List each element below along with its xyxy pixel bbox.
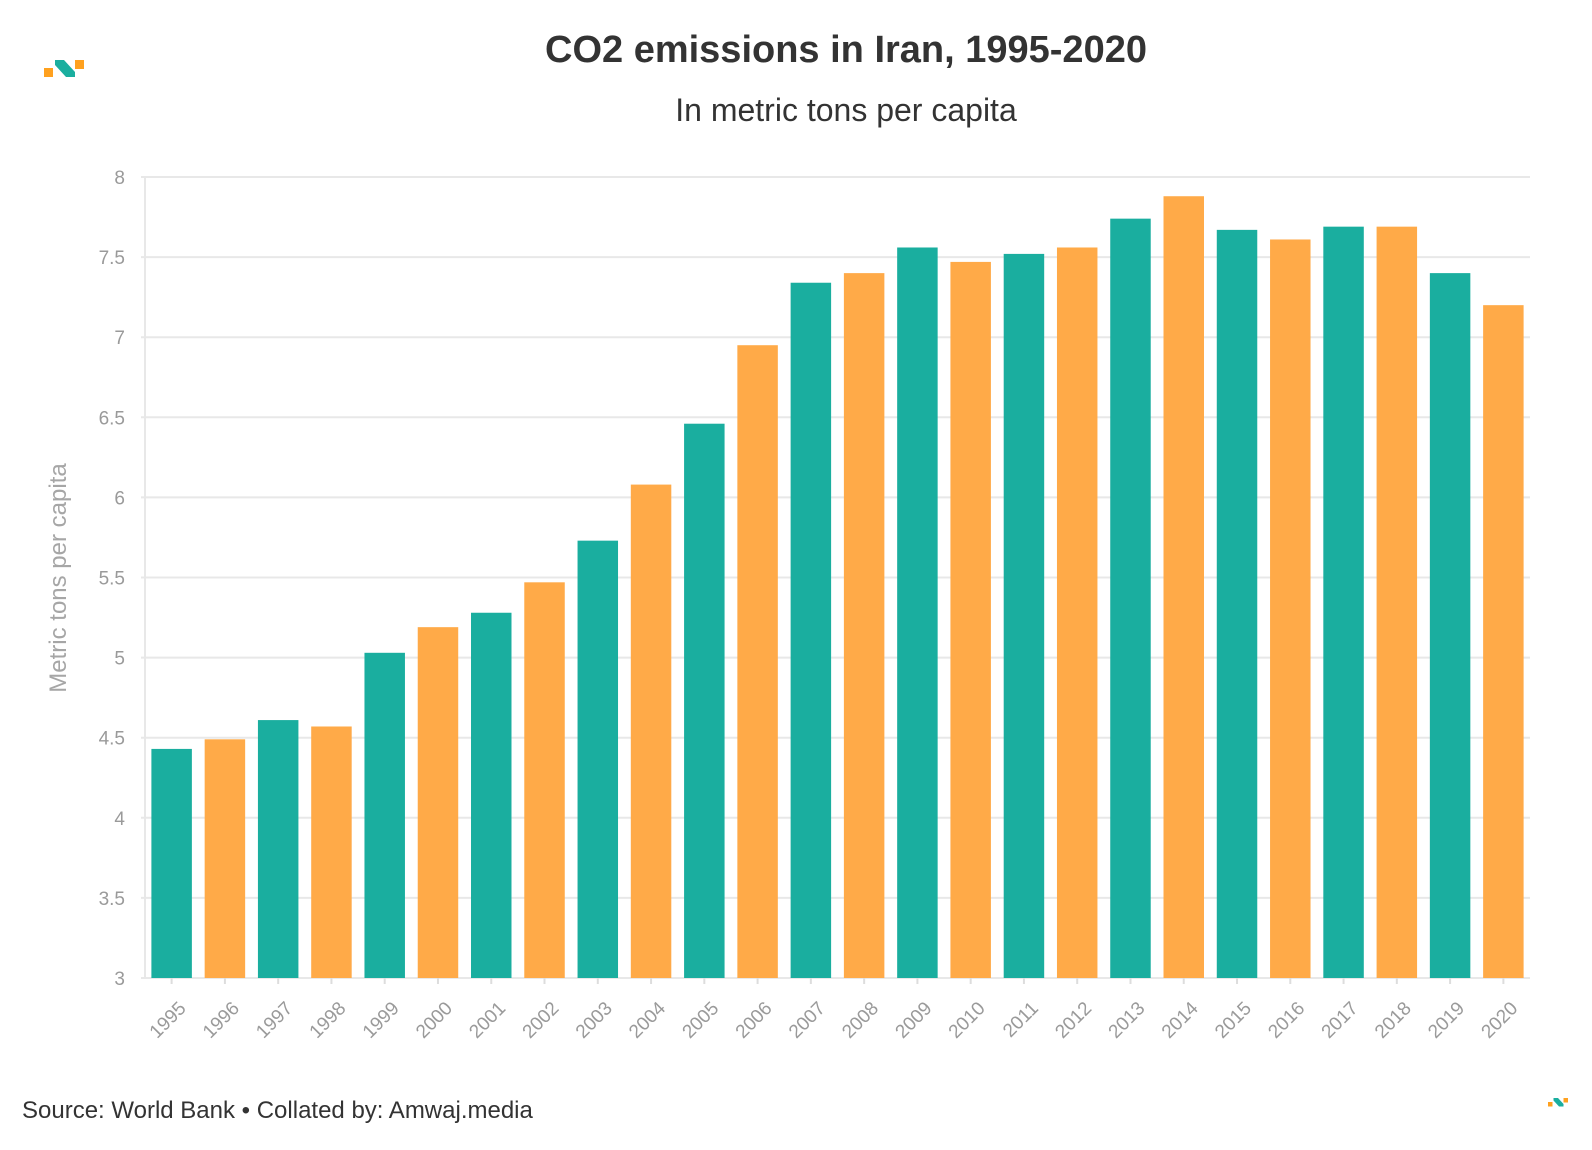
y-tick-label: 5 [114,649,125,670]
logo-small-slash-teal [1553,1098,1564,1107]
chart-subtitle: In metric tons per capita [675,92,1017,128]
x-tick-label: 2003 [572,998,617,1043]
y-axis-ticks: 3 3.5 4 4.5 5 5.5 6 6.5 7 7.5 8 [99,168,126,990]
bar-2007 [790,282,832,978]
y-tick-label: 8 [114,168,125,189]
logo-small-square-orange [1548,1102,1553,1107]
x-tick-label: 2001 [465,998,510,1043]
logo-small-square-orange-right [1563,1098,1568,1103]
y-tick-label: 7 [114,328,125,349]
x-tick-label: 1997 [252,998,297,1043]
x-tick-label: 2013 [1105,998,1150,1043]
bar-2014 [1163,196,1204,978]
x-tick-label: 2008 [838,998,883,1043]
bar-2000 [417,627,459,978]
x-tick-label: 2020 [1478,998,1523,1043]
bar-2018 [1376,226,1418,979]
x-tick-label: 2004 [625,998,670,1043]
bar-2020 [1483,305,1524,978]
x-tick-label: 2011 [999,998,1043,1042]
bars [151,196,1524,979]
bar-2015 [1216,229,1258,979]
bar-2001 [471,612,512,978]
x-tick-label: 2016 [1264,998,1309,1043]
bar-2017 [1323,226,1364,979]
y-tick-label: 7.5 [99,248,125,269]
x-tick-label: 1998 [306,998,351,1043]
y-tick-label: 4 [114,809,125,830]
x-tick-label: 2006 [732,998,777,1043]
x-tick-label: 2005 [679,998,724,1043]
x-tick-label: 2009 [892,998,937,1043]
bar-2004 [630,484,672,978]
logo-square-orange [44,68,53,77]
brand-logo-small-icon [1548,1098,1568,1107]
y-tick-label: 3.5 [99,889,125,910]
y-axis-title: Metric tons per capita [45,463,72,693]
x-tick-label: 1995 [146,998,191,1043]
bar-1996 [204,739,246,978]
x-tick-label: 2010 [945,998,990,1043]
source-note: Source: World Bank • Collated by: Amwaj.… [22,1097,534,1124]
bar-1999 [364,652,405,978]
bar-1998 [311,726,352,978]
x-tick-label: 2002 [519,998,564,1043]
x-tick-label: 2014 [1158,998,1203,1043]
bar-2016 [1270,239,1311,978]
y-tick-label: 6.5 [99,408,125,429]
x-tick-label: 1996 [199,998,244,1043]
bar-1995 [151,748,192,978]
bar-2008 [843,273,885,978]
brand-logo-icon [44,60,84,77]
bar-1997 [257,720,299,978]
logo-square-orange-right [75,60,84,69]
chart-title: CO2 emissions in Iran, 1995-2020 [545,29,1147,71]
x-tick-label: 2018 [1371,998,1416,1043]
y-tick-label: 4.5 [99,729,125,750]
bar-2012 [1056,247,1098,978]
bar-2006 [737,345,778,979]
x-tick-label: 2017 [1318,998,1363,1043]
bar-2002 [524,582,565,978]
y-tick-label: 5.5 [99,569,125,590]
x-tick-label: 1999 [359,998,404,1043]
y-tick-label: 3 [114,969,125,990]
logo-slash-teal [55,60,75,77]
x-tick-label: 2019 [1424,998,1469,1043]
bar-2009 [897,247,938,978]
x-tick-label: 2000 [412,998,457,1043]
bar-2019 [1429,273,1471,978]
x-axis-ticks: 1995 1996 1997 1998 1999 2000 2001 2002 2003 2004… [146,978,1522,1043]
bar-2013 [1110,218,1151,979]
bar-2011 [1003,253,1045,978]
x-tick-label: 2015 [1211,998,1256,1043]
x-tick-label: 2012 [1051,998,1096,1043]
x-tick-label: 2007 [785,998,830,1043]
bar-2003 [577,540,619,978]
bar-2010 [950,261,991,978]
y-tick-label: 6 [114,488,125,509]
bar-2005 [684,423,725,978]
